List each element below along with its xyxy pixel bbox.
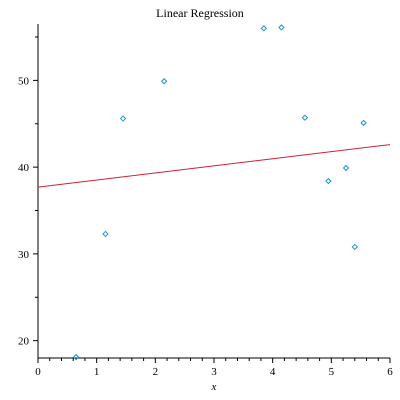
scatter-point: [260, 25, 268, 32]
scatter-point: [102, 230, 109, 238]
regression-line-group: [37, 144, 391, 188]
scatter-point: [278, 24, 285, 31]
ticks: 0 1 2 3 4 5 6 20 30 40 50: [18, 36, 393, 378]
x-tick-label: 6: [387, 366, 393, 378]
scatter-point: [119, 115, 127, 122]
y-tick-label: 50: [18, 75, 30, 87]
scatter-points: [72, 24, 367, 361]
x-tick-label: 1: [94, 366, 100, 378]
x-tick-label: 4: [270, 366, 276, 378]
scatter-point: [325, 177, 332, 185]
scatter-point: [301, 114, 309, 121]
scatter-point: [360, 119, 367, 127]
scatter-point: [342, 164, 350, 172]
x-tick-label: 0: [35, 366, 41, 378]
x-tick-label: 2: [153, 366, 159, 378]
x-tick-label: 5: [329, 366, 335, 378]
x-tick-label: 3: [211, 366, 217, 378]
scatter-point: [160, 78, 168, 85]
regression-line: [37, 144, 391, 188]
scatter-point: [351, 243, 359, 251]
x-axis-label: x: [211, 381, 217, 393]
scatter-point: [72, 353, 80, 361]
y-tick-label: 20: [18, 336, 30, 348]
chart-title: Linear Regression: [156, 6, 244, 20]
y-tick-label: 40: [18, 162, 30, 174]
y-tick-label: 30: [18, 249, 30, 261]
